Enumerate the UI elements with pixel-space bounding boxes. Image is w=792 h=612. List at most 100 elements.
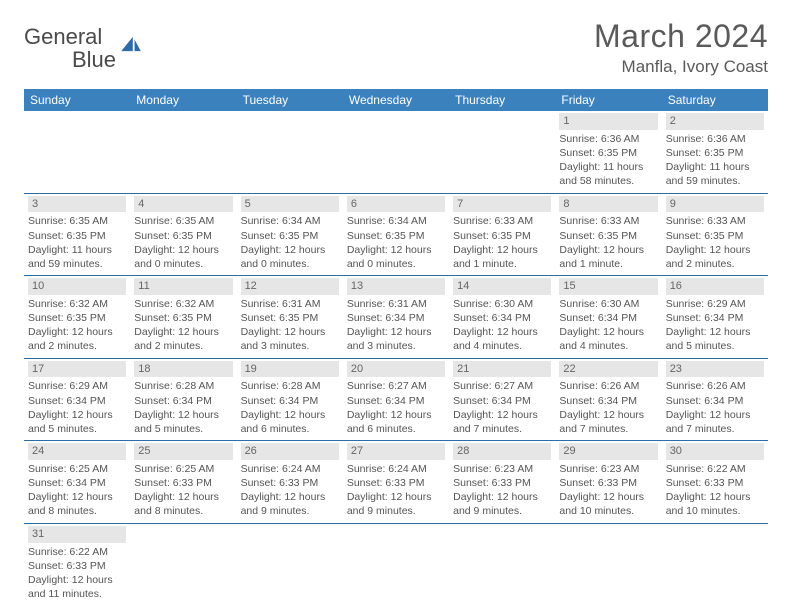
calendar-cell: 1Sunrise: 6:36 AMSunset: 6:35 PMDaylight… — [555, 111, 661, 193]
calendar-cell: 24Sunrise: 6:25 AMSunset: 6:34 PMDayligh… — [24, 441, 130, 524]
sail-icon — [120, 36, 142, 52]
sunrise-text: Sunrise: 6:22 AM — [28, 545, 126, 559]
daylight-text: Daylight: 12 hours and 1 minute. — [559, 243, 657, 271]
date-number: 1 — [559, 113, 657, 130]
date-number: 10 — [28, 278, 126, 295]
sunset-text: Sunset: 6:34 PM — [559, 394, 657, 408]
daylight-text: Daylight: 12 hours and 6 minutes. — [347, 408, 445, 436]
date-number: 15 — [559, 278, 657, 295]
daylight-text: Daylight: 11 hours and 59 minutes. — [666, 160, 764, 188]
calendar-cell: 31 Sunrise: 6:22 AMSunset: 6:33 PMDayligh… — [24, 523, 130, 605]
sunset-text: Sunset: 6:34 PM — [453, 394, 551, 408]
calendar-cell-empty — [449, 523, 555, 605]
daylight-text: Daylight: 12 hours and 2 minutes. — [28, 325, 126, 353]
sunrise-text: Sunrise: 6:28 AM — [241, 379, 339, 393]
sunset-text: Sunset: 6:33 PM — [559, 476, 657, 490]
sunset-text: Sunset: 6:33 PM — [134, 476, 232, 490]
daylight-text: Daylight: 12 hours and 7 minutes. — [559, 408, 657, 436]
calendar-cell: 23Sunrise: 6:26 AMSunset: 6:34 PMDayligh… — [662, 358, 768, 441]
daylight-text: Daylight: 12 hours and 7 minutes. — [666, 408, 764, 436]
calendar-cell: 4Sunrise: 6:35 AMSunset: 6:35 PMDaylight… — [130, 193, 236, 276]
sunset-text: Sunset: 6:34 PM — [347, 394, 445, 408]
calendar-cell-empty — [555, 523, 661, 605]
calendar-row: 3Sunrise: 6:35 AMSunset: 6:35 PMDaylight… — [24, 193, 768, 276]
weekday-header: Thursday — [449, 89, 555, 111]
sunset-text: Sunset: 6:34 PM — [28, 394, 126, 408]
sunset-text: Sunset: 6:33 PM — [28, 559, 126, 573]
sunset-text: Sunset: 6:34 PM — [134, 394, 232, 408]
sunset-text: Sunset: 6:33 PM — [347, 476, 445, 490]
daylight-text: Daylight: 12 hours and 4 minutes. — [559, 325, 657, 353]
sunset-text: Sunset: 6:33 PM — [666, 476, 764, 490]
sunset-text: Sunset: 6:35 PM — [241, 229, 339, 243]
sunrise-text: Sunrise: 6:29 AM — [28, 379, 126, 393]
daylight-text: Daylight: 12 hours and 0 minutes. — [241, 243, 339, 271]
daylight-text: Daylight: 12 hours and 11 minutes. — [28, 573, 126, 601]
sunset-text: Sunset: 6:35 PM — [241, 311, 339, 325]
daylight-text: Daylight: 12 hours and 9 minutes. — [241, 490, 339, 518]
calendar-cell: 16Sunrise: 6:29 AMSunset: 6:34 PMDayligh… — [662, 276, 768, 359]
date-number: 4 — [134, 196, 232, 213]
calendar-body: 1Sunrise: 6:36 AMSunset: 6:35 PMDaylight… — [24, 111, 768, 605]
daylight-text: Daylight: 12 hours and 4 minutes. — [453, 325, 551, 353]
sunrise-text: Sunrise: 6:26 AM — [666, 379, 764, 393]
calendar-table: SundayMondayTuesdayWednesdayThursdayFrid… — [24, 89, 768, 605]
sunset-text: Sunset: 6:35 PM — [666, 229, 764, 243]
daylight-text: Daylight: 12 hours and 7 minutes. — [453, 408, 551, 436]
calendar-row: 1Sunrise: 6:36 AMSunset: 6:35 PMDaylight… — [24, 111, 768, 193]
calendar-cell-empty — [130, 111, 236, 193]
sunset-text: Sunset: 6:35 PM — [347, 229, 445, 243]
daylight-text: Daylight: 12 hours and 3 minutes. — [241, 325, 339, 353]
sunrise-text: Sunrise: 6:23 AM — [559, 462, 657, 476]
date-number: 28 — [453, 443, 551, 460]
calendar-cell: 10Sunrise: 6:32 AMSunset: 6:35 PMDayligh… — [24, 276, 130, 359]
daylight-text: Daylight: 12 hours and 10 minutes. — [666, 490, 764, 518]
title-block: March 2024 Manfla, Ivory Coast — [594, 18, 768, 77]
date-number: 14 — [453, 278, 551, 295]
daylight-text: Daylight: 12 hours and 9 minutes. — [347, 490, 445, 518]
calendar-cell: 26Sunrise: 6:24 AMSunset: 6:33 PMDayligh… — [237, 441, 343, 524]
date-number: 21 — [453, 361, 551, 378]
weekday-header: Saturday — [662, 89, 768, 111]
sunset-text: Sunset: 6:34 PM — [347, 311, 445, 325]
sunrise-text: Sunrise: 6:24 AM — [347, 462, 445, 476]
sunset-text: Sunset: 6:33 PM — [453, 476, 551, 490]
calendar-row: 24Sunrise: 6:25 AMSunset: 6:34 PMDayligh… — [24, 441, 768, 524]
date-number: 29 — [559, 443, 657, 460]
weekday-header: Tuesday — [237, 89, 343, 111]
sunset-text: Sunset: 6:35 PM — [28, 311, 126, 325]
daylight-text: Daylight: 12 hours and 8 minutes. — [28, 490, 126, 518]
daylight-text: Daylight: 11 hours and 59 minutes. — [28, 243, 126, 271]
date-number: 16 — [666, 278, 764, 295]
calendar-cell: 7Sunrise: 6:33 AMSunset: 6:35 PMDaylight… — [449, 193, 555, 276]
sunset-text: Sunset: 6:34 PM — [559, 311, 657, 325]
logo-text-2: Blue — [72, 47, 116, 72]
date-number: 12 — [241, 278, 339, 295]
date-number: 9 — [666, 196, 764, 213]
calendar-cell-empty — [343, 111, 449, 193]
sunset-text: Sunset: 6:34 PM — [666, 311, 764, 325]
calendar-cell-empty — [237, 111, 343, 193]
daylight-text: Daylight: 12 hours and 9 minutes. — [453, 490, 551, 518]
date-number: 31 — [28, 526, 126, 543]
sunset-text: Sunset: 6:34 PM — [28, 476, 126, 490]
logo-text-1: General — [24, 24, 102, 49]
calendar-cell: 19Sunrise: 6:28 AMSunset: 6:34 PMDayligh… — [237, 358, 343, 441]
calendar-row: 17Sunrise: 6:29 AMSunset: 6:34 PMDayligh… — [24, 358, 768, 441]
calendar-cell-empty — [130, 523, 236, 605]
weekday-header: Monday — [130, 89, 236, 111]
sunset-text: Sunset: 6:34 PM — [453, 311, 551, 325]
date-number: 25 — [134, 443, 232, 460]
date-number: 17 — [28, 361, 126, 378]
weekday-header: Friday — [555, 89, 661, 111]
sunrise-text: Sunrise: 6:36 AM — [559, 132, 657, 146]
date-number: 3 — [28, 196, 126, 213]
header: General Blue March 2024 Manfla, Ivory Co… — [24, 18, 768, 77]
calendar-cell-empty — [24, 111, 130, 193]
date-number: 27 — [347, 443, 445, 460]
calendar-cell: 13Sunrise: 6:31 AMSunset: 6:34 PMDayligh… — [343, 276, 449, 359]
calendar-cell: 12Sunrise: 6:31 AMSunset: 6:35 PMDayligh… — [237, 276, 343, 359]
weekday-header: Sunday — [24, 89, 130, 111]
logo-text: General Blue — [24, 26, 116, 72]
calendar-cell: 27 Sunrise: 6:24 AMSunset: 6:33 PMDayligh… — [343, 441, 449, 524]
